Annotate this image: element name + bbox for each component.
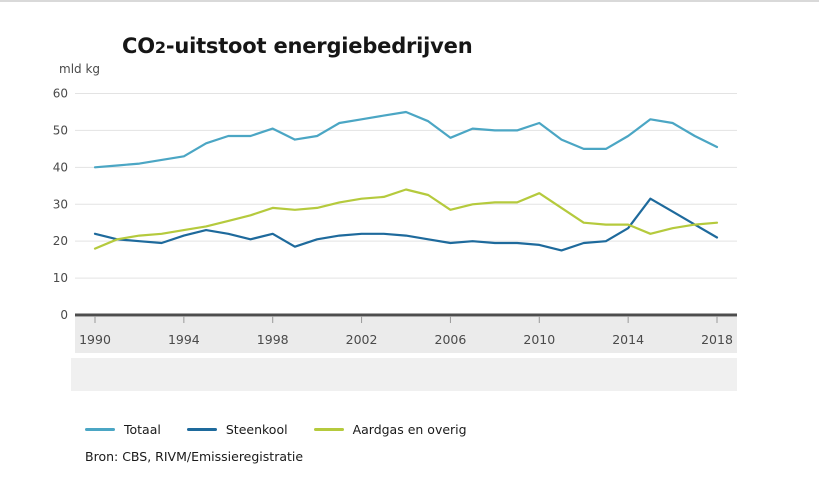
chart-title: CO2-uitstoot energiebedrijven	[122, 34, 473, 59]
chart-title-prefix: CO	[122, 34, 155, 59]
y-tick-label: 30	[53, 197, 68, 211]
x-tick-label: 2010	[523, 332, 555, 347]
y-tick-label: 20	[53, 234, 68, 248]
y-tick-label: 40	[53, 160, 68, 174]
window-top-border	[0, 0, 819, 2]
x-tick-label: 1998	[257, 332, 289, 347]
source-text: Bron: CBS, RIVM/Emissieregistratie	[85, 449, 304, 464]
chart-title-rest: -uitstoot energiebedrijven	[165, 34, 473, 59]
y-tick-label: 0	[60, 308, 68, 322]
x-tick-label: 2002	[346, 332, 378, 347]
chart-legend: Totaal Steenkool Aardgas en overig	[85, 422, 467, 437]
x-tick-label: 2018	[701, 332, 733, 347]
legend-swatch	[313, 428, 344, 431]
x-tick-label: 1990	[79, 332, 111, 347]
legend-label: Aardgas en overig	[352, 422, 467, 437]
series-line-steenkool[interactable]	[93, 197, 719, 252]
time-slider-band[interactable]	[71, 358, 737, 391]
y-tick-label: 50	[53, 123, 68, 137]
x-tick-label: 1994	[168, 332, 200, 347]
y-axis-unit-label: mld kg	[59, 62, 101, 76]
legend-swatch	[85, 428, 115, 431]
legend-swatch	[186, 428, 217, 431]
x-tick-label: 2006	[435, 332, 467, 347]
legend-item-totaal[interactable]: Totaal	[85, 422, 161, 437]
legend-label: Totaal	[124, 422, 161, 437]
x-tick-label: 2014	[612, 332, 644, 347]
legend-item-aardgas-en-overig[interactable]: Aardgas en overig	[313, 422, 467, 437]
y-tick-label: 10	[53, 271, 68, 285]
series-line-aardgas-en-overig[interactable]	[93, 188, 719, 250]
series-line-totaal[interactable]	[93, 110, 719, 169]
x-axis-label-band[interactable]	[75, 317, 737, 353]
y-tick-label: 60	[53, 87, 68, 101]
legend-item-steenkool[interactable]: Steenkool	[186, 422, 288, 437]
legend-label: Steenkool	[225, 422, 288, 437]
chart-title-subscript: 2	[154, 38, 166, 58]
